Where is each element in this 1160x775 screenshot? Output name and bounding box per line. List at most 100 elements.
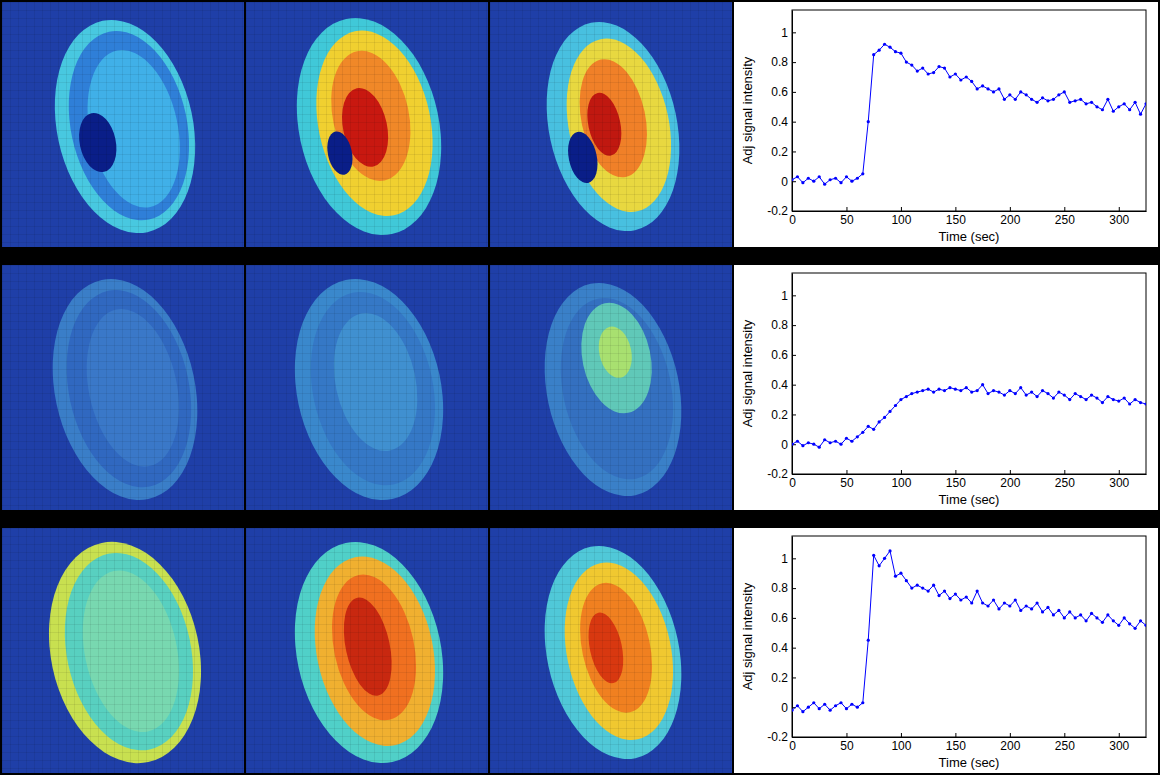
data-point [1139,113,1142,116]
tick-mark [955,733,956,737]
map-background [490,2,732,247]
tick: -0.2 [767,204,796,218]
data-point [1117,624,1120,627]
data-point [1128,622,1131,625]
data-point [899,398,902,401]
data-point [916,391,919,394]
data-point [894,575,897,578]
plot: 050100150200250300-0.200.20.40.60.81Time… [740,536,1148,770]
data-point [932,584,935,587]
tick-mark [1064,207,1065,211]
data-point [1079,395,1082,398]
data-point [796,175,799,178]
data-point [981,601,984,604]
tick-label: 0.8 [771,55,788,69]
data-point [1123,616,1126,619]
data-point [807,706,810,709]
tick-label: 200 [1000,476,1020,490]
data-point [910,392,913,395]
data-point [965,386,968,389]
series-line [792,385,1146,448]
data-point [1084,398,1087,401]
data-point [1019,386,1022,389]
tick-label: -0.2 [767,730,788,744]
tick-mark [846,207,847,211]
x-axis-title: Time (sec) [939,492,1000,507]
tick: 250 [1055,207,1075,227]
data-point [965,75,968,78]
data-point [1063,393,1066,396]
data-point [861,172,864,175]
tick-label: 0 [781,701,788,715]
data-point [1057,391,1060,394]
data-point [981,383,984,386]
tick-label: 300 [1109,476,1129,490]
tick-mark [901,470,902,474]
data-point [1139,401,1142,404]
data-point [812,180,815,183]
data-point [801,181,804,184]
x-axis-title: Time (sec) [939,755,1000,770]
data-point [1025,393,1028,396]
data-point [1128,108,1131,111]
data-point [1074,616,1077,619]
data-point [861,701,864,704]
y-axis-title: Adj signal intensity [740,319,755,427]
tick-label: 0.4 [771,115,788,129]
tick-label: 1 [781,552,788,566]
pixel-grid [246,2,488,247]
data-point [1057,93,1060,96]
data-point [1003,601,1006,604]
data-point [888,46,891,49]
chart-panel: 050100150200250300-0.200.20.40.60.81Time… [734,265,1158,510]
tick: 50 [840,207,854,227]
tick-label: 150 [946,213,966,227]
tick-mark [792,558,796,559]
data-point [1101,108,1104,111]
data-point [818,707,821,710]
tick-label: -0.2 [767,467,788,481]
data-point [883,43,886,46]
tick-label: 0.4 [771,378,788,392]
tick-label: 1 [781,289,788,303]
data-point [997,391,1000,394]
tick-label: 1 [781,26,788,40]
data-point [981,84,984,87]
map-panel [2,2,244,247]
data-point [812,443,815,446]
chart-panel: 050100150200250300-0.200.20.40.60.81Time… [734,528,1158,773]
tick-mark [792,211,796,212]
map-background [246,528,488,773]
data-point [1014,98,1017,101]
tick-mark [792,151,796,152]
tick-mark [792,295,796,296]
tick: 1 [781,289,796,303]
data-point [894,50,897,53]
tick: 0.6 [771,348,796,362]
data-point [997,87,1000,90]
tick: 0.2 [771,408,796,422]
data-point [959,598,962,601]
data-point [1046,392,1049,395]
data-point [959,389,962,392]
data-point [976,87,979,90]
data-point [954,72,957,75]
data-point [1074,99,1077,102]
map-background [2,528,244,773]
tick: 0.8 [771,318,796,332]
data-point [878,564,881,567]
data-point [807,177,810,180]
tick: 200 [1000,470,1020,490]
tick-mark [792,737,796,738]
tick-mark [792,122,796,123]
tick-label: 100 [891,213,911,227]
data-point [856,706,859,709]
data-point [1079,98,1082,101]
chart-background [734,528,1158,773]
data-point [1144,624,1146,627]
map-panel [246,2,488,247]
data-point [1101,621,1104,624]
data-point [796,704,799,707]
background [0,0,1160,775]
data-point [1030,607,1033,610]
